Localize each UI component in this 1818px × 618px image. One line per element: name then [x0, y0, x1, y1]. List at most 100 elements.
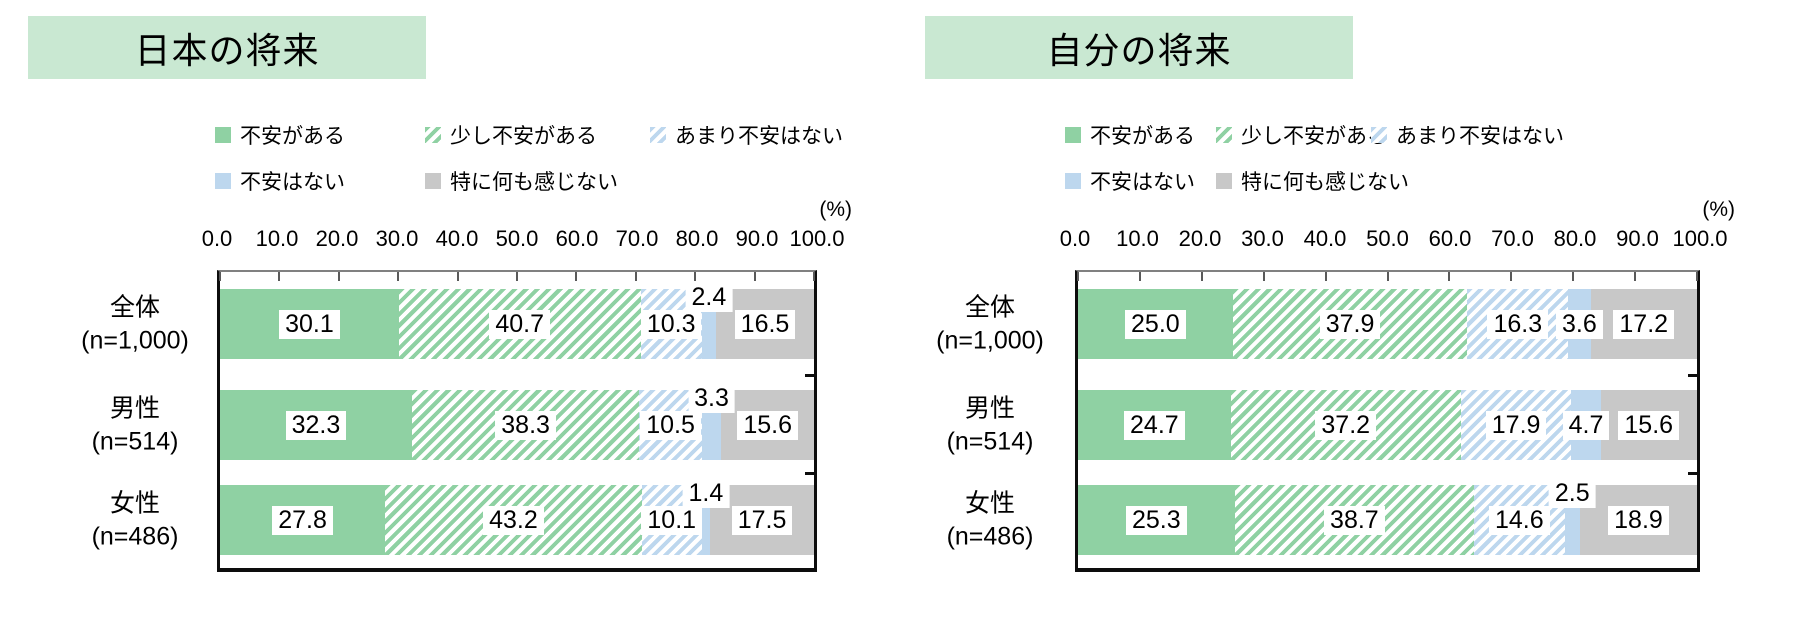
- bar-segment-label: 40.7: [489, 309, 551, 339]
- axis-tick-mark: [634, 272, 637, 281]
- category-label: 全体 (n=1,000): [81, 292, 189, 357]
- bar-segment-blue-hatch: 10.1: [641, 485, 703, 555]
- axis-tick-mark: [694, 272, 697, 281]
- legend-item: 少し不安がある: [1216, 120, 1388, 150]
- category-label: 男性 (n=514): [947, 393, 1034, 458]
- category-name: 女性: [109, 489, 160, 518]
- bar-segment-label: 43.2: [483, 505, 544, 535]
- bar-segment-green-solid: 25.3: [1078, 485, 1235, 555]
- bar-row: 24.7 37.2 17.9 4.7 15.6: [1078, 390, 1697, 460]
- chart-own-future: 自分の将来 (%) 不安がある 少し不安がある あまり不安はない 不安はない 特に何も感…: [858, 0, 1818, 618]
- axis-tick-label: 0.0: [1059, 226, 1091, 251]
- axis-tick-label: 30.0: [375, 226, 419, 251]
- axis-tick-label: 70.0: [1491, 226, 1534, 251]
- category-label: 女性 (n=486): [92, 488, 179, 553]
- bar-segment-gray-solid: 15.6: [721, 390, 814, 460]
- legend-item: 不安がある: [1065, 120, 1195, 150]
- plot-area: 25.0 37.9 16.3 3.6 17.2 24.7 37.2 17.9 4.7 15.6 25…: [1075, 270, 1700, 572]
- bar-segment-green-hatch: 40.7: [398, 289, 641, 359]
- axis-tick-mark: [456, 272, 459, 281]
- bar-segment-blue-hatch: 16.3: [1467, 289, 1569, 359]
- legend-item: あまり不安はない: [650, 120, 843, 150]
- bar-segment-gray-solid: 17.2: [1590, 289, 1697, 359]
- bar-segment-blue-solid: 2.4: [685, 283, 733, 359]
- axis-tick-label: 100.0: [1672, 226, 1728, 251]
- axis-tick-label: 20.0: [315, 226, 359, 251]
- bar-segment-label: 10.3: [640, 309, 702, 339]
- bar-segment-label: 17.2: [1613, 309, 1675, 339]
- category-sample-size: (n=486): [946, 522, 1034, 550]
- legend-swatch-blue-hatch-icon: [650, 127, 666, 143]
- bar-segment-label: 25.0: [1125, 309, 1186, 339]
- category-sample-size: (n=514): [946, 427, 1034, 455]
- category-sample-size: (n=486): [91, 522, 179, 550]
- bar-segment-label: 25.3: [1125, 505, 1187, 535]
- axis-tick-label: 100.0: [789, 226, 845, 251]
- bar-segment-label: 37.9: [1319, 309, 1381, 339]
- legend-swatch-blue-solid-icon: [1065, 173, 1081, 189]
- bar-segment-label: 3.3: [688, 384, 735, 413]
- legend-swatch-gray-solid-icon: [425, 173, 441, 189]
- legend-swatch-gray-solid-icon: [1216, 173, 1232, 189]
- bar-segment-blue-hatch: 14.6: [1474, 485, 1565, 555]
- bar-segment-green-solid: 25.0: [1078, 289, 1233, 359]
- bar-segment-green-hatch: 37.9: [1232, 289, 1468, 359]
- axis-tick-label: 60.0: [1428, 226, 1472, 251]
- legend-label: 特に何も感じない: [1241, 171, 1409, 194]
- bar-segment-label: 32.3: [285, 410, 347, 440]
- bar-segment-gray-solid: 17.5: [710, 485, 814, 555]
- axis-unit-label: (%): [819, 198, 852, 221]
- bar-segment-label: 17.9: [1485, 410, 1547, 440]
- category-sample-size: (n=1,000): [81, 326, 189, 354]
- category-name: 男性: [964, 394, 1015, 423]
- legend-label: 少し不安がある: [1241, 125, 1388, 148]
- bar-segment-green-hatch: 37.2: [1230, 390, 1461, 460]
- axis-tick-mark: [1572, 272, 1575, 281]
- legend-item: 不安はない: [1065, 166, 1195, 196]
- axis-tick-mark: [1324, 272, 1327, 281]
- axis-tick-label: 80.0: [675, 226, 719, 251]
- bar-segment-green-hatch: 38.3: [411, 390, 640, 460]
- bar-segment-label: 14.6: [1489, 505, 1550, 535]
- legend-label: あまり不安はない: [1396, 125, 1564, 148]
- category-tick-mark: [805, 374, 814, 377]
- chart-japan-future: 日本の将来 (%) 不安がある 少し不安がある あまり不安はない 不安はない 特に何も感…: [0, 0, 880, 618]
- axis-tick-mark: [1262, 272, 1265, 281]
- category-sample-size: (n=514): [91, 427, 179, 455]
- bar-segment-label: 24.7: [1124, 410, 1185, 440]
- bar-segment-green-solid: 24.7: [1078, 390, 1231, 460]
- legend-label: 少し不安がある: [450, 125, 597, 148]
- legend-swatch-blue-hatch-icon: [1371, 127, 1387, 143]
- bar-segment-label: 17.5: [731, 505, 793, 535]
- legend-item: 特に何も感じない: [425, 166, 618, 196]
- legend-label: 不安はない: [240, 171, 345, 194]
- bar-segment-blue-solid: 1.4: [682, 479, 730, 555]
- bar-segment-label: 1.4: [682, 479, 730, 508]
- chart-title: 日本の将来: [28, 16, 426, 79]
- bar-segment-blue-solid: 3.6: [1556, 289, 1603, 359]
- category-tick-mark: [1688, 472, 1697, 475]
- axis-unit-label: (%): [1702, 198, 1735, 221]
- category-tick-mark: [1688, 374, 1697, 377]
- bar-segment-label: 15.6: [1618, 410, 1680, 440]
- legend-swatch-green-solid-icon: [215, 127, 231, 143]
- axis-tick-label: 90.0: [1616, 226, 1659, 251]
- bar-segment-label: 10.1: [641, 505, 703, 535]
- axis-tick-mark: [219, 272, 221, 281]
- axis-tick-mark: [516, 272, 518, 281]
- axis-tick-label: 50.0: [495, 226, 539, 251]
- bar-segment-label: 10.5: [640, 410, 701, 440]
- axis-tick-label: 70.0: [615, 226, 659, 251]
- bar-row: 32.3 38.3 10.5 3.3 15.6: [220, 384, 814, 460]
- axis-tick-mark: [1510, 272, 1513, 281]
- axis-tick-mark: [1386, 272, 1389, 281]
- axis-tick-label: 60.0: [555, 226, 599, 251]
- category-name: 男性: [109, 394, 160, 423]
- bar-segment-blue-solid: 2.5: [1548, 479, 1596, 555]
- bar-segment-blue-hatch: 17.9: [1460, 390, 1572, 460]
- axis-tick-mark: [1696, 272, 1698, 281]
- bar-segment-gray-solid: 15.6: [1600, 390, 1697, 460]
- bar-segment-blue-solid: 3.3: [688, 384, 735, 460]
- legend-label: 不安はない: [1090, 171, 1195, 194]
- axis-tick-mark: [278, 272, 281, 281]
